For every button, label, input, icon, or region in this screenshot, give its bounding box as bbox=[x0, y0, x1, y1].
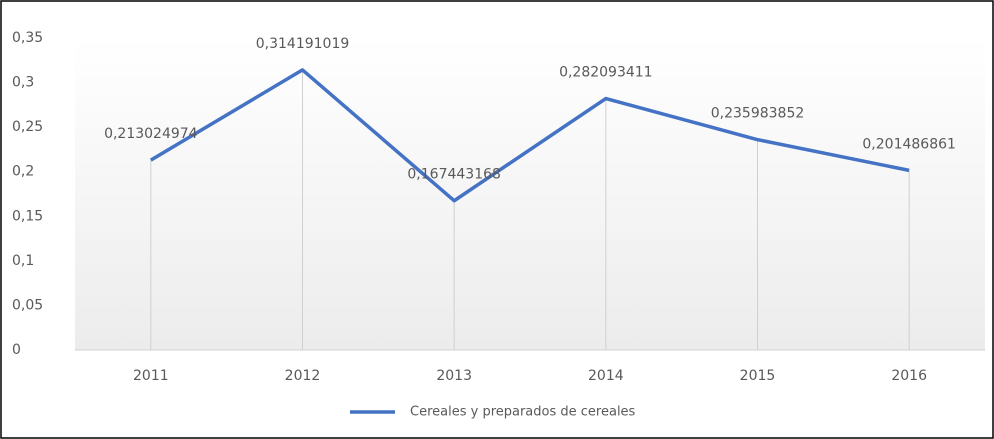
y-tick-label: 0 bbox=[12, 342, 21, 358]
y-tick-label: 0,05 bbox=[12, 297, 43, 313]
data-label: 0,213024974 bbox=[104, 126, 198, 142]
y-tick-label: 0,35 bbox=[12, 30, 43, 46]
y-tick-label: 0,15 bbox=[12, 208, 43, 224]
data-label: 0,314191019 bbox=[256, 36, 350, 52]
y-tick-label: 0,25 bbox=[12, 119, 43, 135]
y-tick-label: 0,1 bbox=[12, 253, 34, 269]
y-tick-label: 0,2 bbox=[12, 164, 34, 180]
x-tick-label: 2014 bbox=[588, 368, 624, 384]
legend-label: Cereales y preparados de cereales bbox=[410, 405, 636, 420]
data-label: 0,201486861 bbox=[862, 136, 956, 152]
x-tick-label: 2013 bbox=[436, 368, 472, 384]
data-label: 0,167443168 bbox=[407, 167, 501, 183]
x-tick-label: 2015 bbox=[740, 368, 776, 384]
series-line bbox=[149, 68, 910, 203]
x-tick-label: 2012 bbox=[285, 368, 321, 384]
data-label: 0,235983852 bbox=[711, 106, 805, 122]
data-label: 0,282093411 bbox=[559, 65, 653, 81]
plot-area bbox=[75, 38, 985, 350]
x-tick-label: 2011 bbox=[133, 368, 169, 384]
x-tick-label: 2016 bbox=[891, 368, 927, 384]
y-tick-label: 0,3 bbox=[12, 75, 34, 91]
